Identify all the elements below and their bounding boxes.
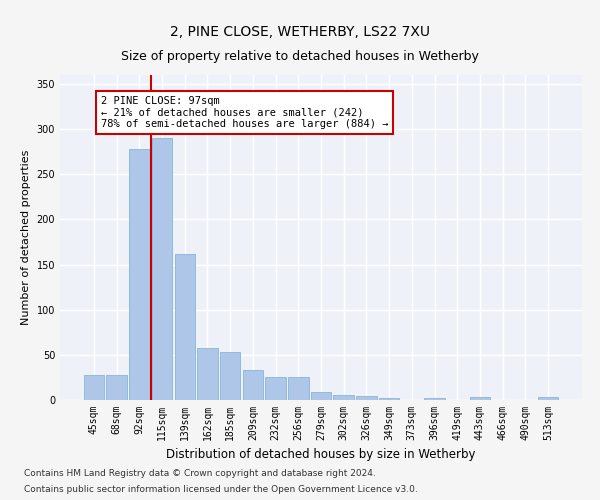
Bar xyxy=(129,149,149,400)
Bar xyxy=(220,352,241,400)
Bar xyxy=(424,398,445,400)
Bar xyxy=(334,396,354,400)
Text: Size of property relative to detached houses in Wetherby: Size of property relative to detached ho… xyxy=(121,50,479,63)
Text: 2 PINE CLOSE: 97sqm
← 21% of detached houses are smaller (242)
78% of semi-detac: 2 PINE CLOSE: 97sqm ← 21% of detached ho… xyxy=(101,96,388,129)
Text: Contains HM Land Registry data © Crown copyright and database right 2024.: Contains HM Land Registry data © Crown c… xyxy=(24,468,376,477)
Bar xyxy=(311,392,331,400)
Text: 2, PINE CLOSE, WETHERBY, LS22 7XU: 2, PINE CLOSE, WETHERBY, LS22 7XU xyxy=(170,25,430,39)
Bar xyxy=(175,254,195,400)
Bar xyxy=(288,378,308,400)
Bar xyxy=(538,398,558,400)
X-axis label: Distribution of detached houses by size in Wetherby: Distribution of detached houses by size … xyxy=(166,448,476,462)
Y-axis label: Number of detached properties: Number of detached properties xyxy=(21,150,31,325)
Bar xyxy=(84,374,104,400)
Bar xyxy=(470,398,490,400)
Bar xyxy=(356,396,377,400)
Bar xyxy=(242,370,263,400)
Bar xyxy=(379,398,400,400)
Bar xyxy=(106,374,127,400)
Text: Contains public sector information licensed under the Open Government Licence v3: Contains public sector information licen… xyxy=(24,485,418,494)
Bar xyxy=(197,348,218,400)
Bar xyxy=(152,138,172,400)
Bar xyxy=(265,378,286,400)
